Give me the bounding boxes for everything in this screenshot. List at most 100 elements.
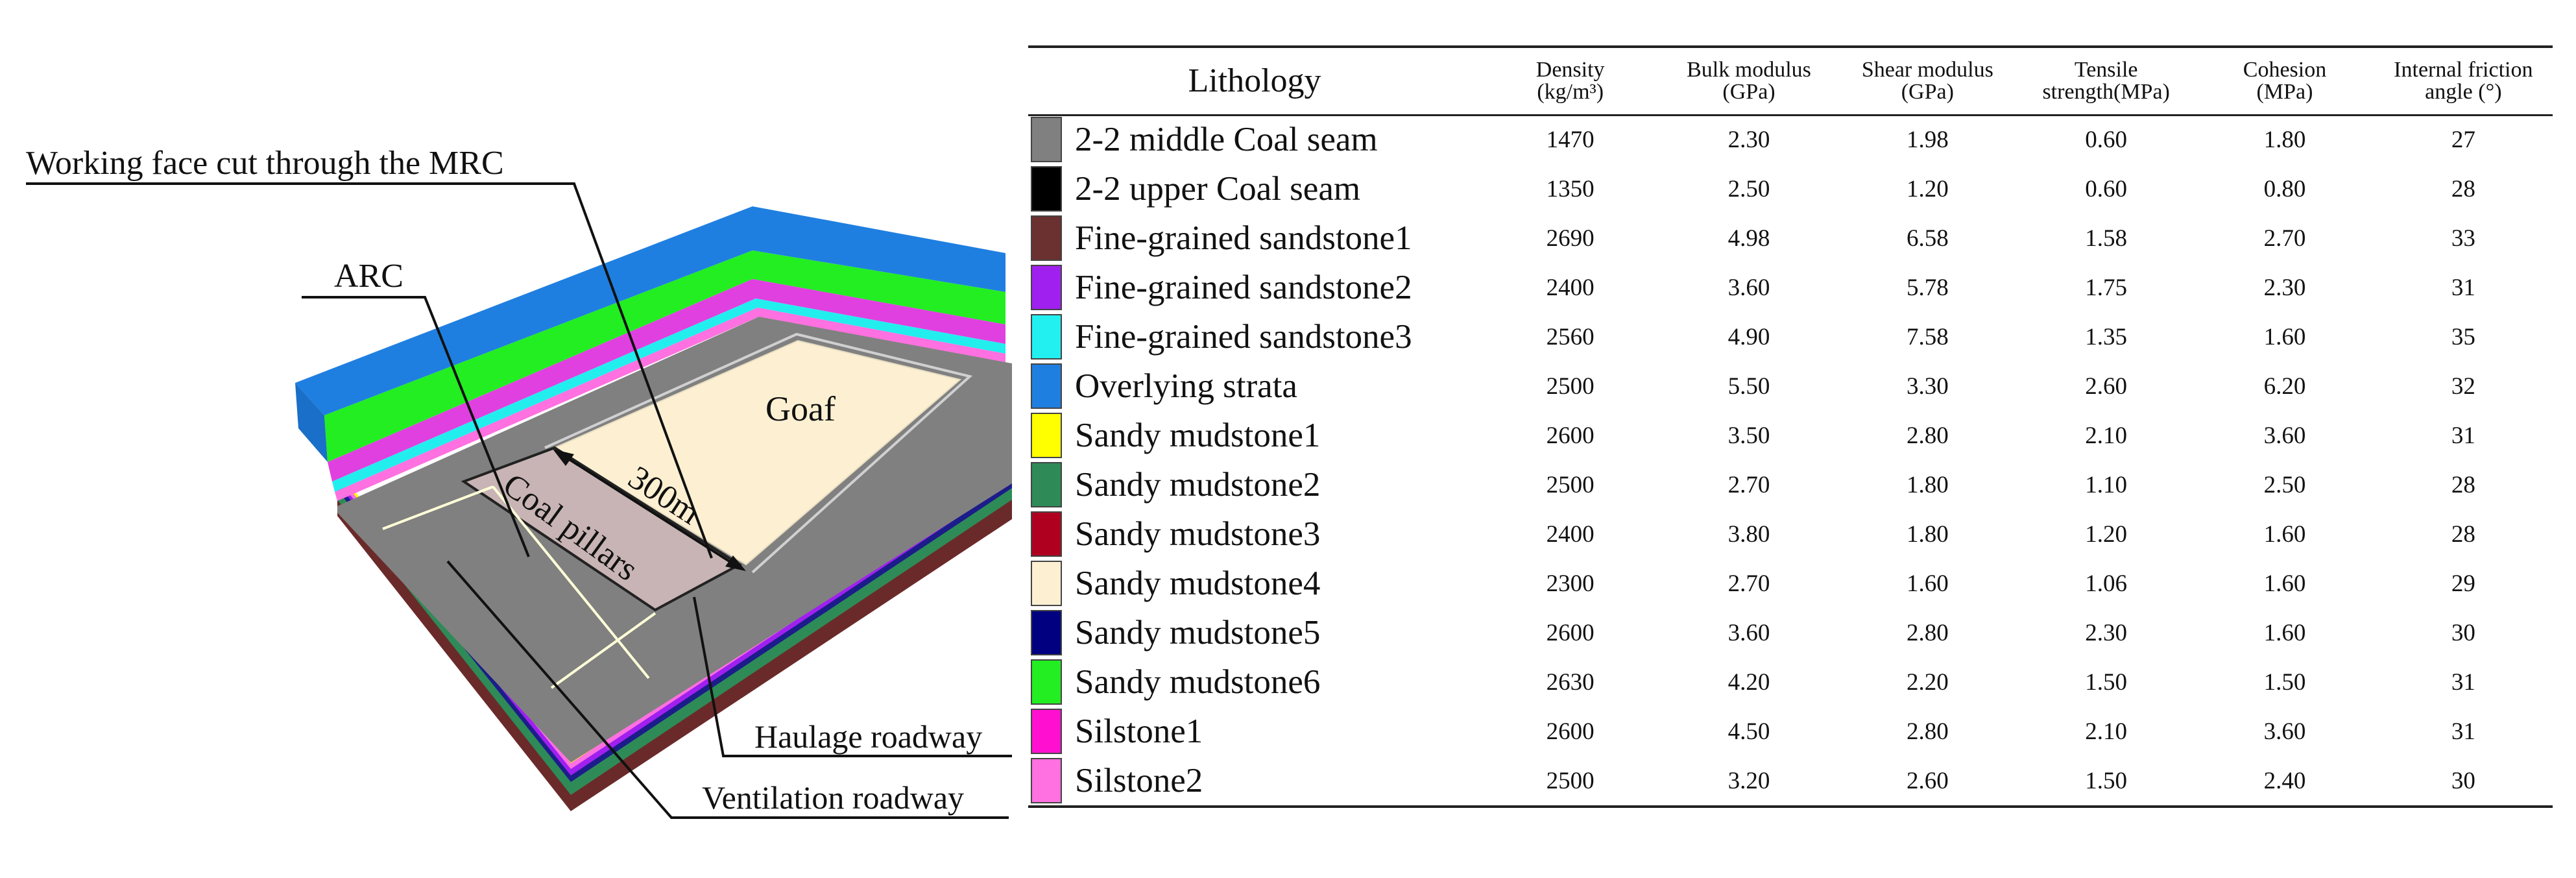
legend-swatch-cell [1028,509,1066,559]
table-rule-top [1028,45,2553,48]
legend-swatch-cell [1028,213,1066,263]
cell-density: 2600 [1546,718,1595,745]
cell-tensile: 0.60 [2085,175,2128,202]
cell-friction: 28 [2451,520,2475,548]
label-goaf: Goaf [765,389,836,428]
cell-cohesion: 1.60 [2263,570,2306,597]
cell-density: 2600 [1546,422,1595,449]
roadway-edge [550,612,656,689]
cell-bulk: 3.60 [1727,619,1770,646]
cell-bulk: 4.98 [1727,225,1770,252]
cell-friction: 28 [2451,471,2475,498]
cell-cohesion: 2.30 [2263,274,2306,301]
legend-swatch-cell [1028,460,1066,509]
table-row: 2-2 upper Coal seam 1350 2.50 1.20 0.60 0.80 2… [1028,164,2553,213]
cell-tensile: 0.60 [2085,126,2128,153]
legend-swatch [1031,166,1062,212]
cell-friction: 29 [2451,570,2475,597]
cell-tensile: 1.35 [2085,323,2128,350]
table-row: Sandy mudstone2 2500 2.70 1.80 1.10 2.50 28 [1028,460,2553,509]
cell-friction: 31 [2451,668,2475,696]
header-cohesion: Cohesion (MPa) [2243,57,2327,104]
mining-model-diagram: Working face cut through the MRC ARC Goa… [26,145,1012,819]
table-row: 2-2 middle Coal seam 1470 2.30 1.98 0.60 1.80… [1028,115,2553,164]
cell-cohesion: 3.60 [2263,718,2306,745]
cell-friction: 35 [2451,323,2475,350]
cell-friction: 32 [2451,372,2475,400]
cell-tensile: 1.06 [2085,570,2128,597]
cell-cohesion: 1.60 [2263,520,2306,548]
cell-density: 2630 [1546,668,1595,696]
cell-shear: 1.80 [1906,471,1949,498]
legend-swatch [1031,117,1062,162]
table-header-row: Lithology Density (kg/m³) Bulk modulus (GP… [1028,47,2553,115]
cell-cohesion: 2.70 [2263,225,2306,252]
table-row: Sandy mudstone3 2400 3.80 1.80 1.20 1.60 28 [1028,509,2553,559]
cell-tensile: 1.50 [2085,767,2128,794]
cell-density: 2500 [1546,471,1595,498]
legend-swatch-cell [1028,411,1066,460]
goaf-area [553,339,962,566]
lithology-name: Fine-grained sandstone1 [1075,219,1412,257]
label-working-face: Working face cut through the MRC [26,145,504,182]
legend-swatch-cell [1028,559,1066,608]
layer-pink-top [335,308,1005,501]
cell-shear: 5.78 [1906,274,1949,301]
lithology-name: Fine-grained sandstone2 [1075,269,1412,306]
lithology-name: Sandy mudstone1 [1075,417,1321,454]
cell-bulk: 2.70 [1727,570,1770,597]
header-shear-modulus: Shear modulus (GPa) [1861,57,1993,104]
cell-density: 2600 [1546,619,1595,646]
cell-bulk: 5.50 [1727,372,1770,400]
legend-swatch [1031,462,1062,507]
cell-bulk: 2.50 [1727,175,1770,202]
leader-lines [26,182,1012,819]
label-arc: ARC [334,258,403,295]
cell-friction: 33 [2451,225,2475,252]
legend-swatch [1031,511,1062,557]
lithology-name: 2-2 upper Coal seam [1075,170,1361,208]
layer-magenta [328,279,1005,482]
cell-density: 2500 [1546,767,1595,794]
legend-swatch-cell [1028,361,1066,411]
legend-swatch-cell [1028,657,1066,707]
legend-swatch-cell [1028,115,1066,164]
leader-arc [302,296,530,557]
lithology-name: Sandy mudstone6 [1075,663,1321,701]
lithology-name: Sandy mudstone5 [1075,614,1321,652]
cell-cohesion: 1.60 [2263,619,2306,646]
cell-friction: 31 [2451,422,2475,449]
goaf-border [544,332,973,574]
header-bulk-modulus: Bulk modulus (GPa) [1687,57,1811,104]
cell-cohesion: 0.80 [2263,175,2306,202]
cell-friction: 31 [2451,718,2475,745]
leader-haulage [693,596,1012,757]
cell-tensile: 2.30 [2085,619,2128,646]
legend-swatch [1031,758,1062,803]
cell-tensile: 1.50 [2085,668,2128,696]
cell-density: 2500 [1546,372,1595,400]
lithology-name: Silstone2 [1075,762,1203,799]
cell-bulk: 2.30 [1727,126,1770,153]
header-friction-angle: Internal friction angle (°) [2394,57,2533,104]
table-rule-mid [1028,114,2553,116]
legend-swatch [1031,314,1062,360]
cell-density: 2400 [1546,520,1595,548]
cell-shear: 2.60 [1906,767,1949,794]
cell-shear: 1.60 [1906,570,1949,597]
cell-friction: 28 [2451,175,2475,202]
cell-cohesion: 3.60 [2263,422,2306,449]
legend-swatch [1031,659,1062,705]
cell-bulk: 3.60 [1727,274,1770,301]
cell-tensile: 1.75 [2085,274,2128,301]
cell-bulk: 3.50 [1727,422,1770,449]
table-row: Fine-grained sandstone2 2400 3.60 5.78 1.75 2… [1028,263,2553,312]
table-row: Silstone1 2600 4.50 2.80 2.10 3.60 31 [1028,707,2553,756]
label-haulage-roadway: Haulage roadway [754,718,982,755]
table-row: Fine-grained sandstone1 2690 4.98 6.58 1.58 2… [1028,213,2553,263]
strata-layers [337,469,1012,811]
legend-swatch [1031,265,1062,310]
legend-swatch-cell [1028,164,1066,213]
cell-cohesion: 1.80 [2263,126,2306,153]
cell-bulk: 2.70 [1727,471,1770,498]
